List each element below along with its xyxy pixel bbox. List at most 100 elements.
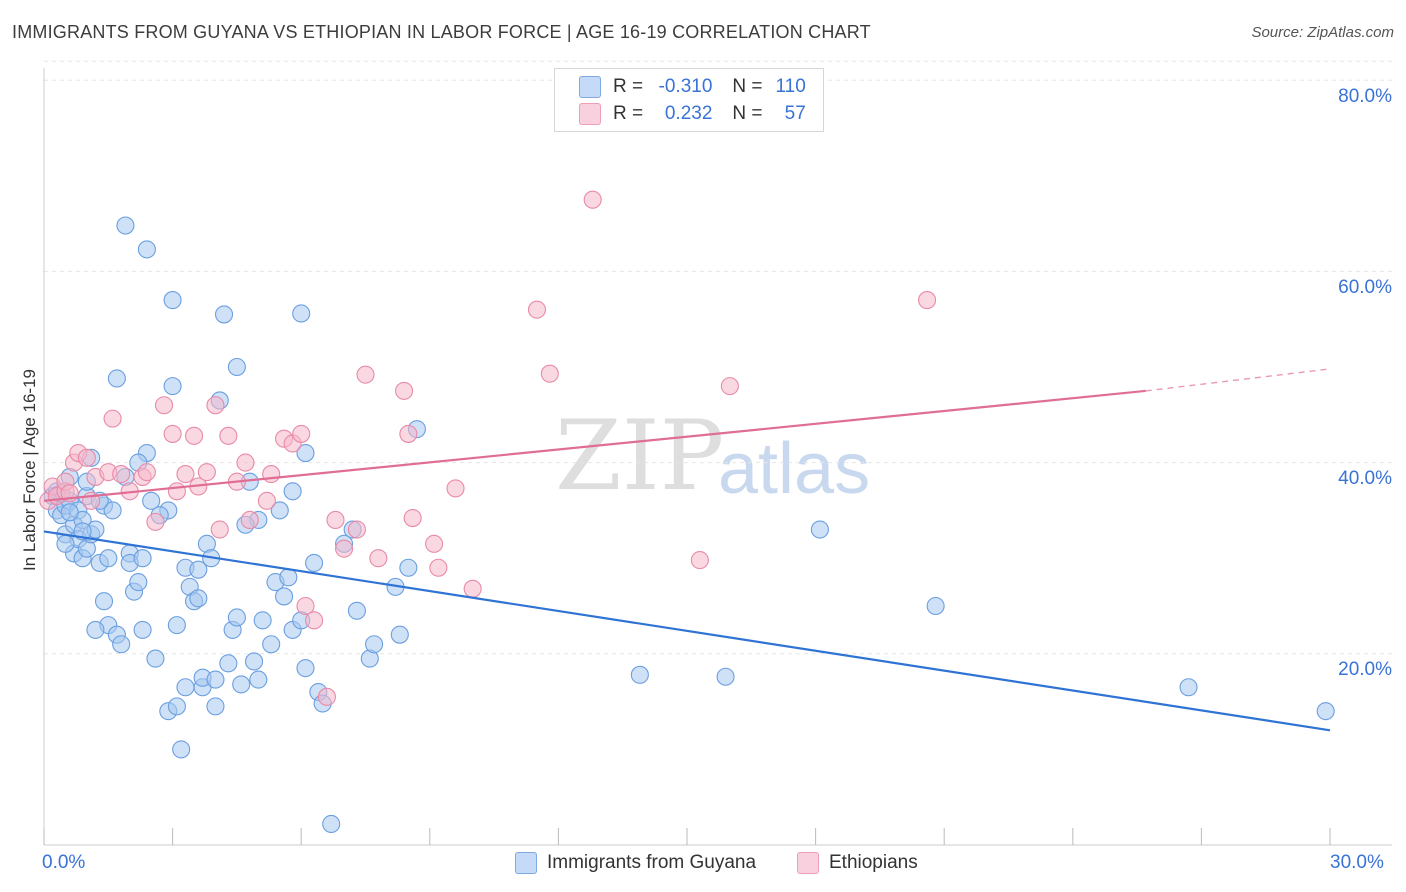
legend-n-value: 57: [784, 103, 806, 124]
source-label: Source: ZipAtlas.com: [1251, 24, 1394, 41]
ethiopian-point: [527, 300, 547, 319]
guyana-point: [103, 501, 122, 520]
ethiopian-point: [206, 396, 225, 415]
y-tick-80: 80.0%: [1338, 86, 1392, 107]
ethiopian-point: [240, 510, 259, 530]
ethiopian-point: [236, 453, 255, 472]
guyana-point: [283, 482, 302, 501]
bottom-legend-swatch-ethiopians: [797, 852, 819, 874]
guyana-point: [253, 611, 272, 630]
y-tick-60: 60.0%: [1338, 277, 1392, 298]
guyana-point: [146, 649, 165, 668]
y-tick-40: 40.0%: [1338, 468, 1392, 489]
guyana-point: [167, 697, 186, 716]
guyana-trend-line: [43, 530, 1331, 732]
ethiopian-trend-line: [43, 389, 1146, 502]
ethiopian-point: [918, 291, 937, 310]
legend-row-guyana: R = -0.310 N = 110: [579, 75, 806, 99]
guyana-point: [129, 573, 148, 592]
guyana-point: [107, 369, 126, 388]
y-axis-label: In Labor Force | Age 16-19: [20, 369, 39, 571]
guyana-point: [116, 216, 135, 235]
guyana-point: [163, 377, 182, 396]
guyana-point: [219, 654, 238, 673]
guyana-point: [244, 652, 264, 671]
ethiopian-point: [257, 491, 276, 510]
watermark-zip: ZIP: [555, 400, 725, 512]
legend-n-label: N =: [732, 103, 763, 124]
legend-n-value: 110: [775, 76, 806, 97]
ethiopian-point: [77, 448, 96, 467]
ethiopian-point: [463, 579, 482, 598]
ethiopian-point: [690, 551, 709, 570]
guyana-point: [1179, 678, 1198, 697]
guyana-point: [810, 520, 829, 539]
legend-r-value: 0.232: [664, 103, 713, 124]
bottom-legend-ethiopians: Ethiopians: [797, 852, 918, 874]
ethiopian-point: [356, 365, 375, 384]
ethiopian-point: [137, 463, 156, 482]
ethiopian-point: [163, 424, 182, 443]
x-tick-30: 30.0%: [1330, 852, 1384, 873]
guyana-point: [270, 501, 289, 520]
guyana-point: [926, 596, 945, 616]
guyana-point: [133, 549, 152, 568]
ethiopian-point: [326, 510, 345, 530]
guyana-point: [56, 534, 75, 553]
guyana-point: [60, 503, 79, 522]
guyana-point: [279, 568, 298, 587]
guyana-point: [227, 357, 246, 377]
guyana-point: [292, 304, 311, 323]
guyana-point: [296, 659, 315, 678]
guyana-point: [399, 558, 418, 577]
ethiopian-point: [176, 465, 195, 484]
guyana-point: [206, 697, 225, 716]
legend-swatch-ethiopians: [579, 103, 601, 125]
legend-r-value: -0.310: [658, 76, 713, 97]
ethiopian-point: [369, 549, 388, 568]
ethiopian-point: [446, 479, 465, 498]
ethiopian-point: [103, 409, 122, 428]
x-tick-0: 0.0%: [42, 852, 86, 873]
ethiopian-point: [399, 424, 418, 443]
guyana-point: [214, 305, 234, 324]
guyana-point: [716, 667, 735, 686]
ethiopian-point: [262, 465, 281, 484]
guyana-point: [275, 587, 294, 606]
guyana-point: [296, 443, 315, 463]
legend-r-label: R =: [613, 76, 644, 97]
guyana-point: [232, 675, 251, 694]
ethiopian-point: [347, 520, 366, 539]
guyana-point: [206, 670, 225, 689]
guyana-point: [172, 740, 191, 759]
ethiopian-point: [197, 463, 216, 482]
ethiopian-point: [219, 426, 238, 445]
bottom-legend-guyana: Immigrants from Guyana: [515, 852, 756, 874]
bottom-legend-label-guyana: Immigrants from Guyana: [547, 852, 757, 873]
ethiopian-point: [317, 687, 336, 706]
guyana-point: [262, 635, 281, 654]
guyana-point: [142, 491, 161, 510]
legend-r-label: R =: [613, 103, 644, 124]
guyana-point: [305, 553, 324, 573]
guyana-point: [94, 592, 114, 611]
bottom-legend-swatch-guyana: [515, 852, 537, 874]
guyana-point: [390, 625, 409, 644]
ethiopian-point: [292, 424, 311, 443]
ethiopian-point: [429, 558, 448, 577]
legend-n-label: N =: [732, 76, 763, 97]
ethiopian-point: [296, 596, 315, 616]
guyana-point: [1316, 702, 1335, 721]
guyana-point: [163, 291, 182, 310]
legend-swatch-guyana: [579, 76, 601, 98]
ethiopian-point: [583, 190, 602, 209]
ethiopian-point: [184, 426, 204, 445]
chart-title: IMMIGRANTS FROM GUYANA VS ETHIOPIAN IN L…: [12, 22, 871, 42]
guyana-point: [112, 635, 131, 654]
guyana-point: [137, 240, 156, 259]
guyana-point: [99, 549, 118, 568]
ethiopian-point: [425, 534, 444, 553]
guyana-point: [630, 665, 649, 684]
correlation-legend: R = -0.310 N = 110 R = 0.232 N = 57: [554, 68, 824, 132]
ethiopian-point: [305, 611, 324, 630]
